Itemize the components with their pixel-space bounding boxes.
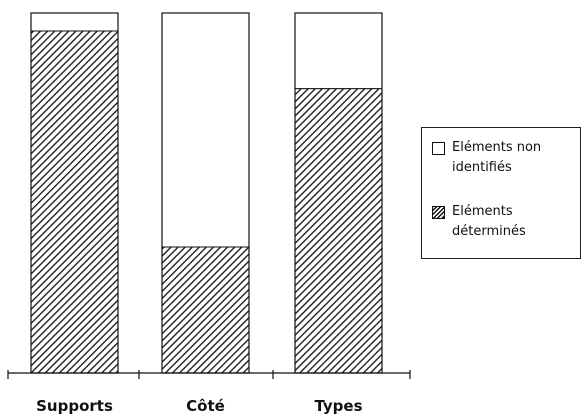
bar-segment-determines-0 <box>30 30 119 374</box>
x-axis <box>7 370 411 379</box>
category-label: Supports <box>36 397 113 415</box>
bar-segment-non-identifies-1 <box>161 12 250 248</box>
hatched-swatch-icon <box>432 206 445 219</box>
legend-label: Eléments déterminés <box>452 204 526 239</box>
bar-segment-determines-2 <box>294 88 383 374</box>
category-labels: Supports Côté Types <box>36 397 362 415</box>
category-label: Types <box>314 397 362 415</box>
bar-segment-non-identifies-0 <box>30 12 119 32</box>
bar-segment-non-identifies-2 <box>294 12 383 90</box>
legend: Eléments non identifiés Eléments détermi… <box>421 127 581 259</box>
legend-label: Eléments non identifiés <box>452 140 542 175</box>
empty-swatch-icon <box>432 142 445 155</box>
category-label: Côté <box>186 397 225 415</box>
bars-layer <box>30 12 383 374</box>
bar-segment-determines-1 <box>161 246 250 374</box>
